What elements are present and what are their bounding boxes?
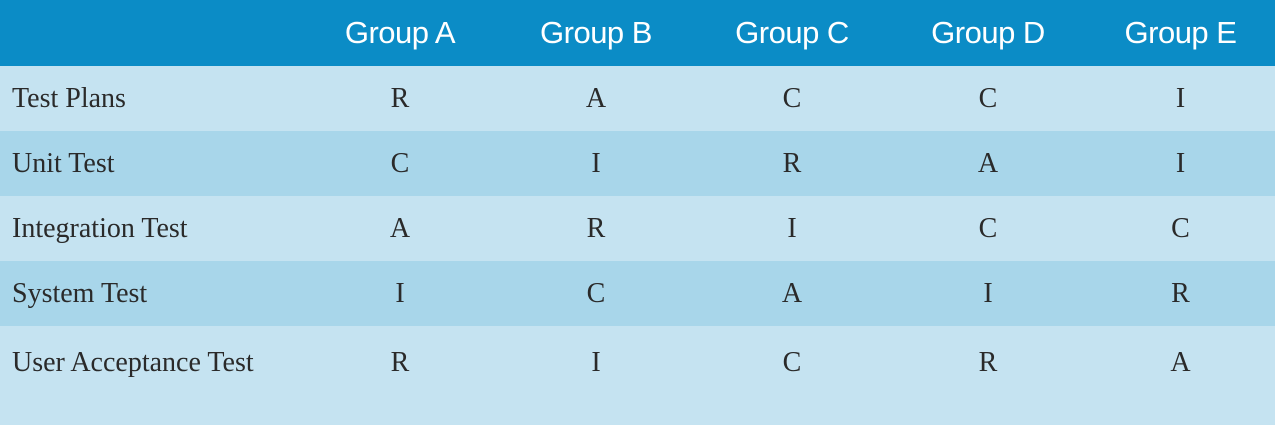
raci-cell: C xyxy=(890,66,1086,131)
raci-cell: A xyxy=(890,131,1086,196)
row-label: User Acceptance Test xyxy=(0,326,302,425)
header-row: Group A Group B Group C Group D Group E xyxy=(0,0,1275,66)
corner-cell xyxy=(0,0,302,66)
column-header: Group A xyxy=(302,0,498,66)
column-header: Group E xyxy=(1086,0,1275,66)
raci-cell: A xyxy=(1086,326,1275,425)
table-row: User Acceptance Test R I C R A xyxy=(0,326,1275,425)
row-label: Unit Test xyxy=(0,131,302,196)
raci-cell: I xyxy=(498,326,694,425)
table-row: System Test I C A I R xyxy=(0,261,1275,326)
raci-cell: R xyxy=(890,326,1086,425)
column-header: Group B xyxy=(498,0,694,66)
column-header: Group D xyxy=(890,0,1086,66)
raci-cell: C xyxy=(694,66,890,131)
raci-cell: R xyxy=(302,66,498,131)
raci-cell: I xyxy=(498,131,694,196)
table-row: Unit Test C I R A I xyxy=(0,131,1275,196)
raci-cell: R xyxy=(498,196,694,261)
row-label: Test Plans xyxy=(0,66,302,131)
column-header: Group C xyxy=(694,0,890,66)
table-row: Integration Test A R I C C xyxy=(0,196,1275,261)
raci-cell: A xyxy=(302,196,498,261)
raci-cell: R xyxy=(302,326,498,425)
raci-cell: C xyxy=(498,261,694,326)
row-label: Integration Test xyxy=(0,196,302,261)
raci-cell: A xyxy=(694,261,890,326)
raci-cell: I xyxy=(1086,131,1275,196)
raci-cell: A xyxy=(498,66,694,131)
raci-cell: R xyxy=(694,131,890,196)
table-row: Test Plans R A C C I xyxy=(0,66,1275,131)
raci-cell: R xyxy=(1086,261,1275,326)
raci-cell: C xyxy=(302,131,498,196)
raci-cell: I xyxy=(1086,66,1275,131)
raci-cell: I xyxy=(694,196,890,261)
raci-cell: C xyxy=(890,196,1086,261)
row-label: System Test xyxy=(0,261,302,326)
raci-cell: I xyxy=(302,261,498,326)
raci-cell: C xyxy=(694,326,890,425)
raci-cell: I xyxy=(890,261,1086,326)
raci-cell: C xyxy=(1086,196,1275,261)
table-body: Test Plans R A C C I Unit Test C I R A I Integration… xyxy=(0,66,1275,425)
